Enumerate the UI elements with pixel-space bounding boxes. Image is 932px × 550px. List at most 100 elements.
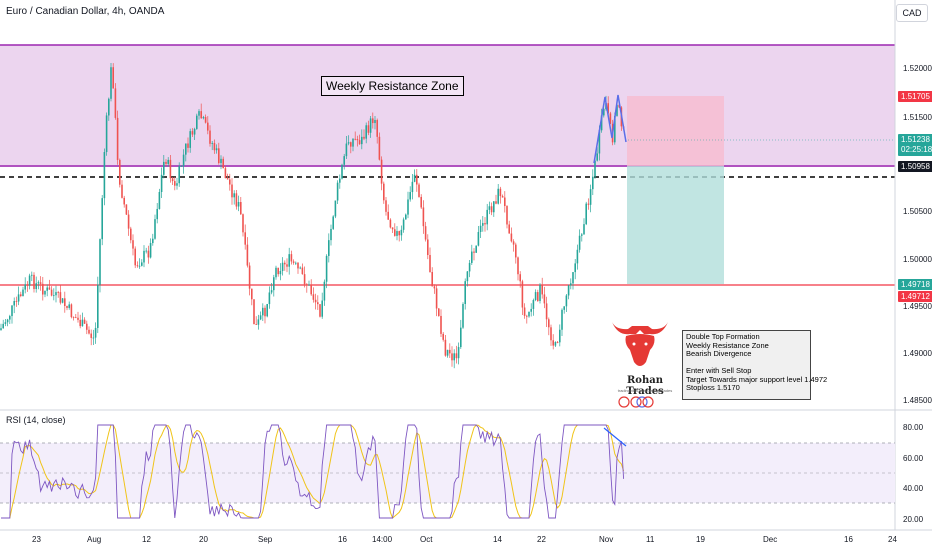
candle-body	[167, 159, 169, 164]
price-tick: 1.50500	[903, 207, 932, 216]
candle-body	[345, 143, 348, 157]
candle-body	[574, 263, 576, 273]
candle-body	[218, 148, 220, 164]
candle-body	[484, 223, 486, 225]
candle-body	[537, 292, 539, 302]
resistance-zone	[0, 45, 895, 167]
candle-body	[229, 179, 231, 185]
candle-body	[152, 238, 154, 244]
candle-body	[292, 261, 295, 263]
candle-body	[57, 292, 59, 293]
candle-body	[321, 300, 323, 317]
currency-button[interactable]: CAD	[896, 4, 928, 22]
candle-body	[123, 197, 125, 205]
candle-body	[213, 142, 216, 151]
candle-body	[4, 322, 7, 324]
candle-body	[358, 140, 361, 145]
candle-body	[13, 301, 15, 306]
candle-body	[409, 192, 411, 200]
candle-body	[83, 319, 86, 324]
candle-body	[565, 295, 568, 307]
candle-body	[554, 342, 557, 346]
rsi-tick: 20.00	[903, 515, 924, 524]
candle-body	[262, 307, 264, 316]
candle-body	[332, 216, 334, 229]
candle-body	[391, 227, 394, 230]
candle-body	[543, 294, 546, 304]
candle-body	[35, 283, 37, 290]
candle-body	[614, 115, 616, 143]
support-price-badge-2: 1.49712	[898, 291, 932, 302]
candle-body	[116, 117, 119, 160]
candle-body	[495, 201, 497, 204]
candle-body	[440, 315, 442, 334]
candle-body	[556, 342, 559, 343]
price-tick: 1.51500	[903, 113, 932, 122]
candle-body	[233, 193, 235, 198]
candle-body	[609, 113, 612, 124]
candle-body	[570, 283, 572, 286]
stop-price-badge: 1.51705	[898, 91, 932, 102]
candle-body	[11, 305, 13, 317]
candle-body	[405, 214, 407, 220]
candle-body	[132, 240, 134, 249]
candle-body	[251, 288, 253, 300]
candle-body	[398, 231, 400, 236]
rsi-tick: 80.00	[903, 423, 924, 432]
candle-body	[330, 228, 332, 241]
note-line: Bearish Divergence	[686, 349, 752, 358]
candle-body	[444, 339, 447, 356]
candle-body	[600, 115, 603, 131]
candle-body	[376, 119, 378, 137]
candle-body	[176, 183, 178, 186]
time-tick: 14:00	[372, 535, 393, 544]
candle-body	[33, 274, 35, 290]
rsi-line	[1, 424, 625, 519]
rsi-tick: 60.00	[903, 454, 924, 463]
candle-body	[515, 244, 517, 258]
candle-body	[526, 315, 528, 317]
note-line: Double Top Formation	[686, 332, 760, 341]
candle-body	[224, 168, 227, 179]
candle-body	[592, 176, 594, 190]
candle-body	[449, 349, 451, 354]
current-price-badge: 1.51238 02:25:18	[898, 134, 932, 156]
brand-name: Rohan Trades	[626, 375, 664, 397]
candle-body	[119, 159, 121, 185]
candle-body	[130, 228, 132, 241]
time-tick: 14	[493, 535, 502, 544]
time-tick: Nov	[599, 535, 614, 544]
candle-body	[180, 166, 183, 167]
rsi-indicator-label[interactable]: RSI (14, close)	[6, 415, 66, 425]
candle-body	[244, 232, 246, 245]
candle-body	[156, 208, 158, 220]
candle-body	[587, 203, 590, 205]
price-tick: 1.52000	[903, 64, 932, 73]
candle-body	[145, 250, 147, 252]
candle-body	[174, 181, 176, 186]
price-tick: 1.50000	[903, 255, 932, 264]
candle-body	[532, 300, 535, 309]
candle-body	[493, 201, 495, 213]
candle-body	[231, 184, 233, 198]
support-price-badge: 1.49718	[898, 279, 932, 290]
candle-body	[508, 224, 510, 234]
candle-body	[394, 229, 396, 236]
chart-title: Euro / Canadian Dollar, 4h, OANDA	[6, 6, 165, 17]
candle-body	[15, 301, 18, 302]
candle-body	[273, 277, 275, 291]
candle-body	[242, 214, 244, 233]
candle-body	[268, 292, 271, 305]
candle-body	[211, 142, 213, 144]
note-line: Target Towards major support level 1.497…	[686, 374, 828, 384]
candle-body	[290, 254, 293, 262]
candle-body	[191, 131, 194, 135]
candle-body	[26, 284, 29, 286]
candle-body	[378, 136, 381, 160]
candle-body	[479, 225, 482, 232]
candle-body	[418, 184, 420, 197]
candle-body	[295, 262, 297, 264]
candle-body	[506, 206, 508, 225]
candle-body	[255, 324, 257, 325]
